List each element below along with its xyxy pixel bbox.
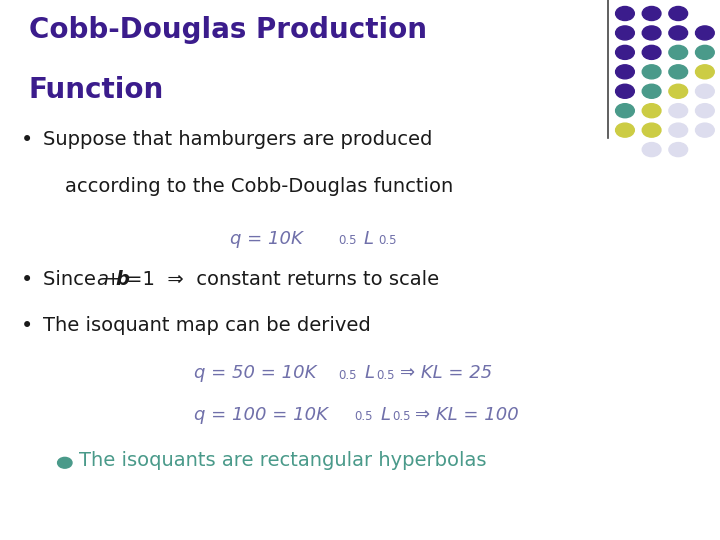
Circle shape: [642, 45, 661, 59]
Text: •: •: [21, 270, 34, 290]
Text: L: L: [380, 406, 390, 424]
Circle shape: [696, 123, 714, 137]
Circle shape: [616, 6, 634, 21]
Circle shape: [696, 84, 714, 98]
Text: 0.5: 0.5: [338, 234, 357, 247]
Text: =1  ⇒  constant returns to scale: =1 ⇒ constant returns to scale: [126, 270, 439, 289]
Circle shape: [642, 26, 661, 40]
Text: •: •: [21, 316, 34, 336]
Text: The isoquants are rectangular hyperbolas: The isoquants are rectangular hyperbolas: [79, 451, 487, 470]
Circle shape: [642, 104, 661, 118]
Circle shape: [696, 45, 714, 59]
Text: L: L: [364, 364, 374, 382]
Text: 0.5: 0.5: [338, 369, 357, 382]
Text: Since: Since: [43, 270, 102, 289]
Circle shape: [616, 26, 634, 40]
Text: q = 50 = 10K: q = 50 = 10K: [194, 364, 317, 382]
Circle shape: [669, 45, 688, 59]
Circle shape: [642, 65, 661, 79]
Circle shape: [669, 123, 688, 137]
Text: Suppose that hamburgers are produced: Suppose that hamburgers are produced: [43, 130, 433, 148]
Text: +: +: [104, 270, 121, 289]
Circle shape: [642, 143, 661, 157]
Circle shape: [669, 6, 688, 21]
Circle shape: [696, 26, 714, 40]
Circle shape: [616, 123, 634, 137]
Text: 0.5: 0.5: [354, 410, 373, 423]
Circle shape: [616, 84, 634, 98]
Text: 0.5: 0.5: [378, 234, 397, 247]
Circle shape: [696, 104, 714, 118]
Text: 0.5: 0.5: [377, 369, 395, 382]
Text: ⇒ KL = 100: ⇒ KL = 100: [415, 406, 519, 424]
Text: L: L: [364, 230, 374, 247]
Circle shape: [669, 104, 688, 118]
Text: b: b: [115, 270, 129, 289]
Circle shape: [696, 65, 714, 79]
Circle shape: [616, 65, 634, 79]
Text: •: •: [21, 130, 34, 150]
Circle shape: [669, 84, 688, 98]
Text: Function: Function: [29, 76, 164, 104]
Text: q = 10K: q = 10K: [230, 230, 303, 247]
Text: q = 100 = 10K: q = 100 = 10K: [194, 406, 328, 424]
Text: Cobb-Douglas Production: Cobb-Douglas Production: [29, 16, 427, 44]
Text: 0.5: 0.5: [392, 410, 411, 423]
Text: according to the Cobb-Douglas function: according to the Cobb-Douglas function: [65, 177, 453, 195]
Circle shape: [616, 45, 634, 59]
Text: a: a: [96, 270, 109, 289]
Circle shape: [669, 26, 688, 40]
Circle shape: [616, 104, 634, 118]
Circle shape: [58, 457, 72, 468]
Circle shape: [669, 143, 688, 157]
Circle shape: [642, 84, 661, 98]
Text: ⇒ KL = 25: ⇒ KL = 25: [400, 364, 492, 382]
Circle shape: [642, 123, 661, 137]
Circle shape: [669, 65, 688, 79]
Circle shape: [642, 6, 661, 21]
Text: The isoquant map can be derived: The isoquant map can be derived: [43, 316, 371, 335]
